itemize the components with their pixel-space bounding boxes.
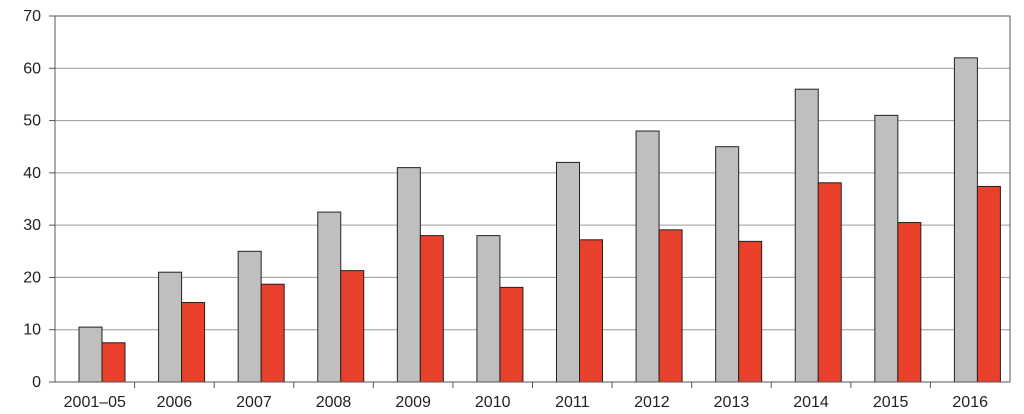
bar-series-1-2014 [794,88,819,383]
x-tick-label: 2007 [236,394,272,411]
bar-series-2-2010 [499,286,524,383]
y-tick-label: 30 [23,217,41,234]
x-tick-labels: 2001–05 2006 2007 2008 2009 2010 2011 2012 2013 2… [64,394,988,411]
y-tick-label: 60 [23,60,41,77]
bar-series-2-2011 [579,239,603,383]
bar-series-1-2013 [715,146,740,383]
bar-series-1-2006 [158,271,183,383]
x-tick-label: 2015 [873,394,909,411]
y-tick-label: 50 [23,113,41,130]
bar-series-2-2015 [897,222,922,383]
bar-series-1-2009 [396,167,421,383]
x-tick-label: 2013 [714,394,750,411]
x-tick-label: 2008 [316,394,352,411]
bar-series-1-2015 [874,114,899,383]
y-tick-label: 40 [23,165,41,182]
gridlines [55,15,1010,331]
bar-series-1-2010 [476,235,501,383]
y-tick-label: 10 [23,322,41,339]
x-tick-label: 2016 [952,394,988,411]
bar-series-2-2013 [738,240,763,383]
x-tick-label: 2011 [555,394,590,411]
x-tick-label: 2006 [157,394,193,411]
x-tick-label: 2009 [395,394,431,411]
bar-series-1-2011 [556,161,580,383]
bar-series-2-2012 [658,229,683,383]
bar-series-1-2012 [635,130,660,383]
bar-series-1-2016 [953,57,978,383]
axes [49,15,1011,388]
bars [78,57,1001,383]
y-tick-label: 0 [32,374,41,391]
x-tick-label: 2010 [475,394,511,411]
bar-series-2-2008 [340,270,365,383]
y-tick-label: 20 [23,269,41,286]
bar-series-1-2001–05 [78,326,103,383]
bar-series-2-2016 [976,185,1001,383]
bar-series-1-2007 [237,250,262,383]
bar-series-2-2001–05 [101,342,126,383]
bar-series-2-2006 [181,302,206,383]
bar-series-2-2009 [419,235,444,383]
x-tick-label: 2014 [793,394,829,411]
x-tick-label: 2012 [634,394,670,411]
y-tick-labels: 0 10 20 30 40 50 60 70 [23,8,41,391]
bar-series-1-2008 [317,211,342,383]
x-tick-label: 2001–05 [64,394,126,411]
bar-series-2-2007 [260,283,285,383]
bar-series-2-2014 [817,182,842,383]
y-tick-label: 70 [23,8,41,25]
